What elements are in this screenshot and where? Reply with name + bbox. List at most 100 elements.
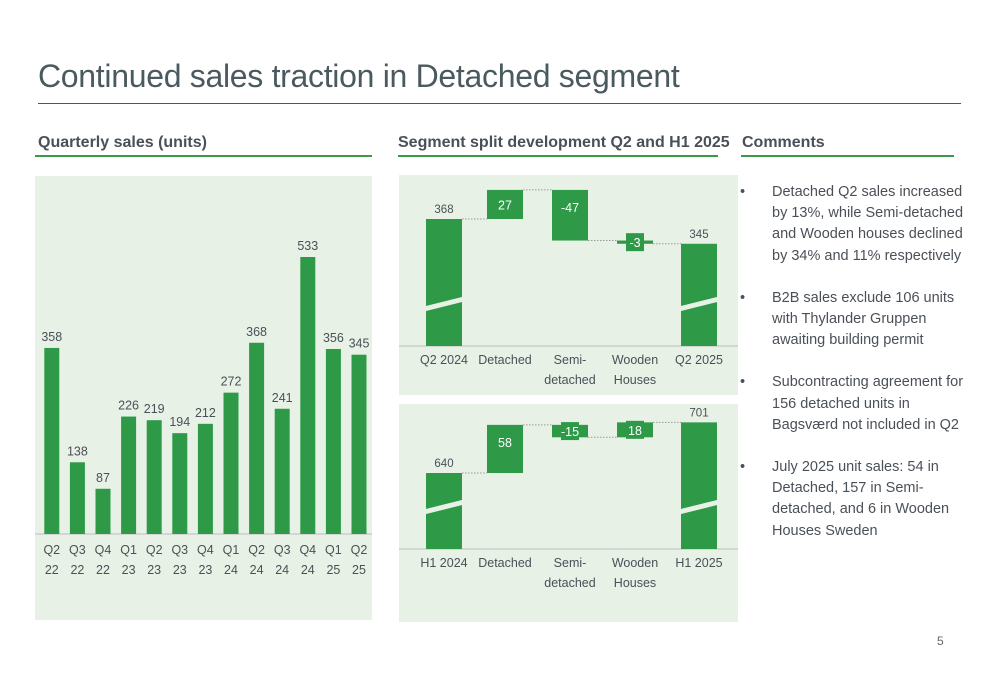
bar	[197, 423, 213, 534]
x-tick-label: Q4	[197, 543, 214, 557]
data-label: 194	[169, 415, 190, 429]
data-label: -15	[561, 425, 579, 439]
data-label: 640	[434, 458, 453, 470]
x-tick-label: Q3	[274, 543, 291, 557]
x-tick-label: 25	[352, 563, 366, 577]
bar	[223, 392, 239, 534]
x-tick-label: Q1	[120, 543, 137, 557]
delta-label-box	[561, 422, 579, 441]
data-label: 533	[297, 239, 318, 253]
delta-label-box	[626, 420, 644, 439]
delta-bar	[552, 189, 588, 241]
x-tick-label: Wooden	[612, 556, 658, 570]
total-bar	[426, 219, 462, 346]
x-tick-label: Q3	[69, 543, 86, 557]
axis-break-mark	[423, 296, 465, 312]
x-tick-label: Q4	[299, 543, 316, 557]
data-label: 219	[144, 402, 165, 416]
data-label: -3	[629, 236, 640, 250]
waterfall-q2-chart: 368 27 -47 -3 345 Q2 2024 Detached Semi-detache…	[399, 189, 738, 387]
comment-item: • July 2025 unit sales: 54 in Detached, 1…	[740, 457, 970, 542]
x-tick-label: Houses	[614, 576, 656, 590]
bar	[146, 420, 162, 534]
page-number: 5	[937, 634, 944, 648]
data-label: 87	[96, 471, 110, 485]
waterfall-h1-chart: 640 58 -15 18 701 H1 2024 Detached Semi-detache…	[399, 407, 738, 590]
bar	[351, 354, 367, 534]
bar	[172, 433, 188, 534]
bar	[274, 408, 290, 534]
x-tick-label: 25	[326, 563, 340, 577]
bullet-icon: •	[740, 184, 746, 200]
bar	[44, 347, 60, 534]
delta-bar	[487, 189, 523, 219]
data-label: 138	[67, 444, 88, 458]
x-tick-label: 24	[275, 563, 289, 577]
x-tick-label: 24	[301, 563, 315, 577]
bullet-icon: •	[740, 459, 746, 476]
x-tick-label: 23	[147, 563, 161, 577]
comment-text: Subcontracting agreement for 156 detache…	[772, 374, 964, 433]
x-tick-label: Q2	[146, 543, 163, 557]
x-tick-label: H1 2024	[420, 556, 467, 570]
section-rule-comments	[741, 155, 954, 157]
data-label: 368	[434, 204, 453, 216]
total-bar	[681, 422, 717, 549]
data-label: 241	[272, 391, 293, 405]
axis-break-mark	[678, 499, 720, 515]
axis-break-mark	[678, 296, 720, 312]
section-title-quarterly: Quarterly sales (units)	[38, 134, 207, 151]
data-label: 212	[195, 406, 216, 420]
x-tick-label: 23	[173, 563, 187, 577]
x-tick-label: Detached	[478, 353, 532, 367]
x-tick-label: 22	[96, 563, 110, 577]
x-tick-label: Wooden	[612, 353, 658, 367]
data-label: 272	[221, 375, 242, 389]
axis-break-mark	[423, 499, 465, 515]
x-tick-label: 23	[198, 563, 212, 577]
data-label: 27	[498, 198, 512, 212]
x-tick-label: Semi-	[554, 353, 587, 367]
x-tick-label: 24	[250, 563, 264, 577]
data-label: 368	[246, 325, 267, 339]
section-rule-segment	[398, 155, 718, 157]
comment-item: • Detached Q2 sales increased by 13%, whi…	[740, 182, 970, 267]
data-label: 345	[689, 229, 708, 241]
x-tick-label: Q1	[223, 543, 240, 557]
x-tick-label: 24	[224, 563, 238, 577]
x-tick-label: Q3	[171, 543, 188, 557]
x-tick-label: Semi-	[554, 556, 587, 570]
data-label: 18	[628, 424, 642, 438]
quarterly-sales-chart: 358 Q2 22 138 Q3 22 87 Q4 22 226 Q1 23 219 Q2 23 194 Q3 2…	[35, 239, 372, 577]
waterfall-q2-panel: 368 27 -47 -3 345 Q2 2024 Detached Semi-detache…	[399, 175, 738, 395]
comment-text: Detached Q2 sales increased by 13%, whil…	[772, 184, 964, 264]
waterfall-h1-panel: 640 58 -15 18 701 H1 2024 Detached Semi-detache…	[399, 404, 738, 622]
comments-list: • Detached Q2 sales increased by 13%, whi…	[740, 182, 970, 563]
bar	[249, 342, 265, 534]
x-tick-label: H1 2025	[675, 556, 722, 570]
comment-item: • B2B sales exclude 106 units with Thylan…	[740, 288, 970, 352]
bar	[121, 416, 137, 534]
bullet-icon: •	[740, 374, 746, 391]
x-tick-label: Houses	[614, 373, 656, 387]
delta-bar	[487, 424, 523, 473]
x-tick-label: Q2 2024	[420, 353, 468, 367]
x-tick-label: Q2	[351, 543, 368, 557]
bar	[95, 488, 111, 534]
x-tick-label: Q1	[325, 543, 342, 557]
x-tick-label: Detached	[478, 556, 532, 570]
total-bar	[681, 243, 717, 346]
x-tick-label: detached	[544, 576, 595, 590]
x-tick-label: Q2	[43, 543, 60, 557]
comment-text: July 2025 unit sales: 54 in Detached, 15…	[772, 459, 950, 539]
x-tick-label: 23	[122, 563, 136, 577]
title-divider	[38, 103, 961, 104]
comment-text: B2B sales exclude 106 units with Thyland…	[772, 289, 955, 349]
delta-label-box	[626, 233, 644, 252]
data-label: 58	[498, 436, 512, 450]
quarterly-chart-panel: 358 Q2 22 138 Q3 22 87 Q4 22 226 Q1 23 219 Q2 23 194 Q3 2…	[35, 176, 372, 620]
data-label: 356	[323, 331, 344, 345]
bar	[69, 462, 85, 534]
x-tick-label: Q2 2025	[675, 353, 723, 367]
section-title-segment: Segment split development Q2 and H1 2025	[398, 134, 730, 151]
